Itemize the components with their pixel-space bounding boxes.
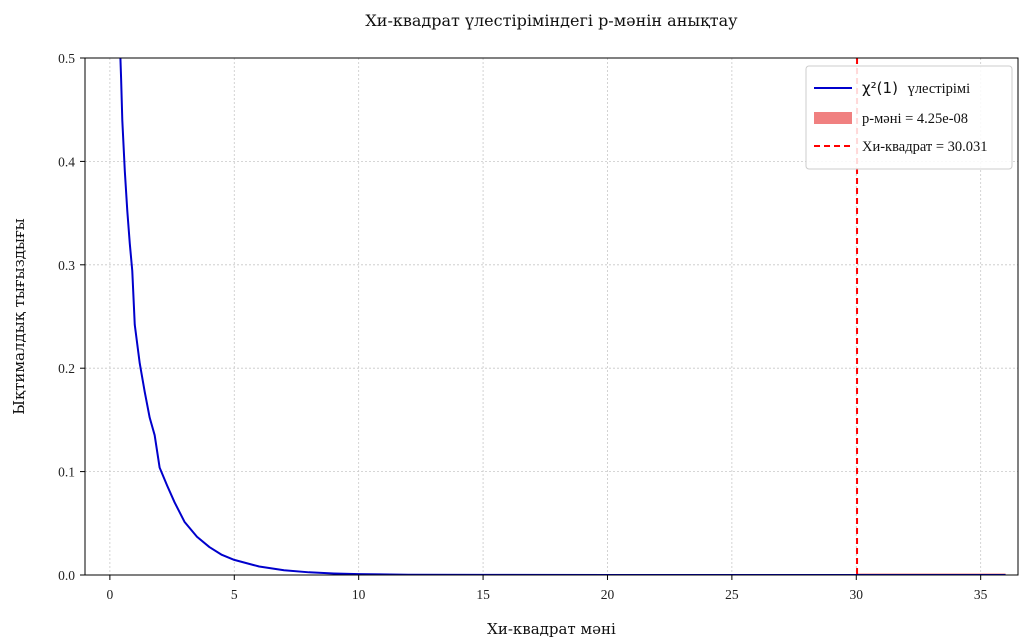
legend-box — [805, 65, 1013, 170]
x-tick-label: 0 — [107, 587, 114, 602]
y-axis-label: Ықтималдық тығыздығы — [10, 218, 28, 415]
y-tick-label: 0.5 — [58, 51, 75, 66]
legend-curve-math: χ²(1) — [862, 79, 898, 97]
x-tick-label: 15 — [476, 587, 490, 602]
y-axis-ticks: 0.0 0.1 0.2 0.3 0.4 0.5 — [58, 51, 85, 583]
legend-chi-square-label: Хи-квадрат = 30.031 — [862, 139, 988, 155]
x-tick-label: 5 — [231, 587, 238, 602]
x-tick-label: 10 — [352, 587, 366, 602]
y-tick-label: 0.0 — [58, 568, 75, 583]
x-tick-label: 20 — [601, 587, 615, 602]
legend: χ²(1) үлестірімі р-мәні = 4.25e-08 Хи-кв… — [805, 65, 1013, 170]
legend-p-value-swatch — [814, 112, 852, 124]
chart-title: Хи-квадрат үлестіріміндегі р-мәнін анықт… — [365, 11, 738, 30]
y-tick-label: 0.4 — [58, 154, 75, 169]
plot-frame — [84, 57, 1019, 576]
x-tick-label: 35 — [974, 587, 988, 602]
y-tick-label: 0.2 — [58, 361, 75, 376]
x-axis-label: Хи-квадрат мәні — [487, 620, 616, 638]
y-tick-label: 0.3 — [58, 258, 75, 273]
legend-curve-label: χ²(1) үлестірімі — [862, 79, 970, 97]
legend-curve-suffix: үлестірімі — [908, 81, 971, 97]
y-tick-label: 0.1 — [58, 465, 75, 480]
x-axis-ticks: 0 5 10 15 20 25 30 35 — [107, 575, 988, 602]
legend-p-value-label: р-мәні = 4.25e-08 — [862, 111, 968, 127]
x-tick-label: 30 — [850, 587, 864, 602]
x-tick-label: 25 — [725, 587, 739, 602]
